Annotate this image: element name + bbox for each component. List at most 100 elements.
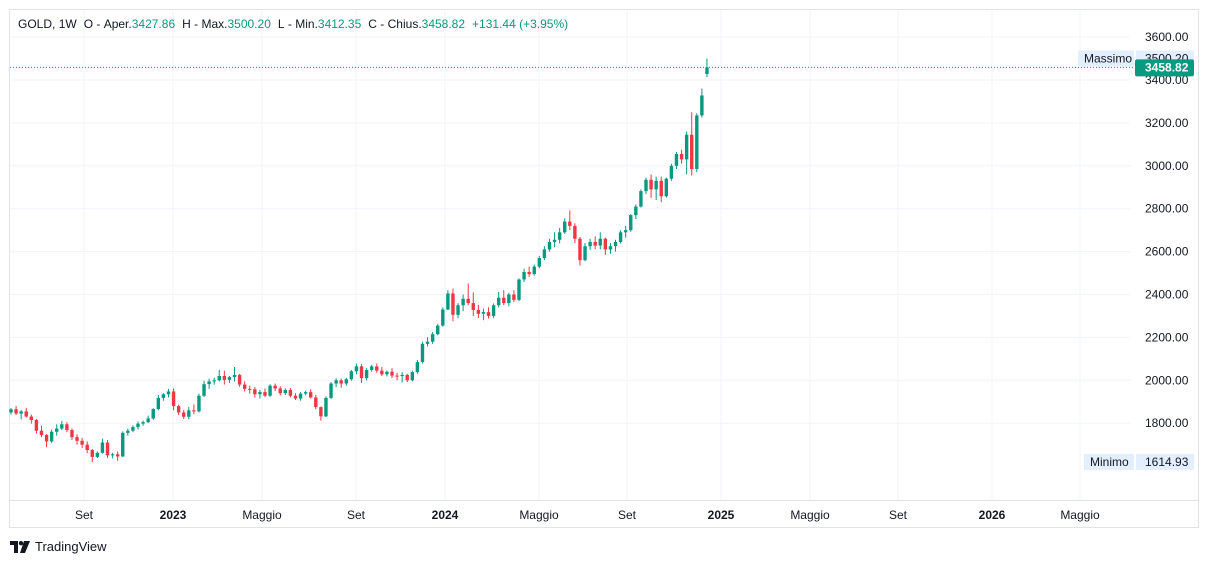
time-tick-label: 2026 [979,508,1006,522]
price-tick-label: 2200.00 [1145,330,1189,344]
candle [39,425,44,438]
time-tick-label: 2023 [160,508,187,522]
legend-interval[interactable]: 1W [58,17,77,31]
candle-body [303,392,308,394]
candle [598,232,602,250]
candle-body [583,246,587,261]
candle-body [563,221,567,233]
candle [623,225,628,238]
candle-body [405,374,409,381]
candle-body [481,312,486,314]
price-tick-label: 3200.00 [1145,116,1189,130]
candle [618,230,623,244]
candle [451,288,455,322]
legend-symbol[interactable]: GOLD [18,17,53,31]
candle-body [380,370,384,375]
candle-body [461,298,465,306]
candle [75,434,79,445]
candle [674,151,679,170]
branding-footer[interactable]: TradingView [10,539,107,554]
candle-body [679,154,684,160]
grid-lines [10,10,1130,500]
candle-body [136,423,140,428]
candle-body [364,370,369,379]
candle [375,363,379,373]
candle-body [237,374,242,385]
candle [507,292,511,307]
candle-body [253,389,257,395]
candle-body [623,230,628,233]
candle-body [542,249,547,259]
candle [90,448,94,463]
candle-body [690,134,694,170]
candle [359,364,364,383]
candle-body [80,440,84,445]
candle [141,420,145,426]
candle-body [588,241,592,247]
candle-body [669,165,674,179]
legend-open-value: 3427.86 [131,17,176,31]
candle-body [156,397,161,410]
candle [324,396,328,418]
candle-body [293,395,298,399]
candle-body [532,266,536,275]
candle-body [319,407,323,417]
candle [563,218,567,235]
time-tick-label: Set [347,508,366,522]
candle [131,425,135,433]
candle [161,393,166,401]
candle-body [217,376,221,381]
candle [182,409,186,419]
candle-body [552,239,557,242]
candle [49,429,54,443]
candle-body [471,303,475,310]
legend-high-prefix: Max. [201,17,228,31]
candle [309,389,313,399]
candle [415,359,420,374]
candle [60,421,64,431]
candle-body [75,437,79,441]
candle [319,406,323,421]
candle [369,364,374,372]
candle-body [334,380,338,384]
candle-body [608,246,613,250]
candle [568,210,572,231]
candle-body [654,180,658,190]
time-axis: Set 2023 Maggio Set 2024 Maggio Set 2025 Maggio S… [10,500,1199,522]
candle [385,370,389,377]
candle [557,228,562,244]
candle-body [278,388,282,394]
last-price-badge [1135,59,1194,77]
candle [425,337,430,347]
candle-body [441,309,445,326]
candle [684,131,689,175]
price-tick-label: 2800.00 [1145,202,1189,216]
candle [547,238,552,252]
candle-body [29,416,34,420]
candle [34,418,39,434]
candle-body [456,305,460,315]
candle-body [141,422,145,424]
candle [202,380,206,398]
low-marker-label-bg [1084,454,1134,470]
candle [24,407,28,418]
candle-body [415,362,420,373]
candle [400,372,404,383]
candle-body [110,454,115,456]
candle [476,304,481,319]
candle [537,255,542,269]
candle-body [283,389,288,394]
candle [639,189,643,208]
candle [517,278,521,302]
candle [288,387,293,398]
candle [436,324,440,336]
candle [573,223,577,244]
candle [197,393,201,413]
candle [65,422,69,433]
candle-body [390,371,394,376]
candle [430,332,435,344]
candle [222,370,227,385]
time-tick-label: 2025 [708,508,735,522]
